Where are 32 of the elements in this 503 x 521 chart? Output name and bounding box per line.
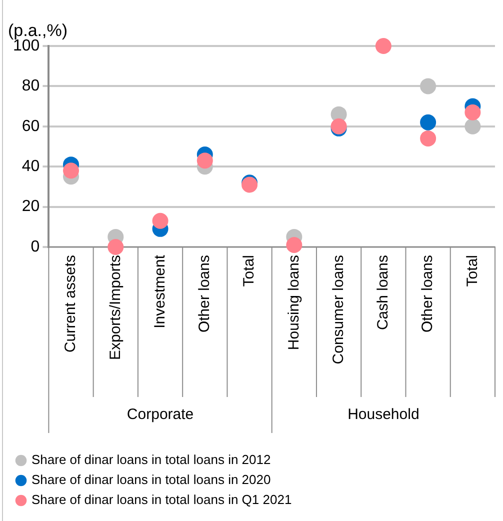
text: Corporate	[126, 406, 194, 424]
x-tick-label: Consumer loans	[330, 255, 347, 364]
point	[464, 118, 481, 134]
point	[196, 152, 213, 169]
point	[464, 104, 481, 120]
y-tick-label: 60	[22, 118, 40, 135]
x-tick-label: Cash loans	[374, 255, 392, 330]
legend-label: Share of dinar loans in total loans in 2012	[32, 452, 271, 468]
y-tick-label: 40	[22, 158, 40, 176]
x-tick-label: Current assets	[62, 255, 80, 353]
point	[420, 114, 436, 130]
y-axis-title: (p.a.,%)	[8, 21, 68, 40]
point	[108, 239, 124, 255]
y-tick-label: 0	[30, 238, 40, 256]
point	[420, 78, 436, 94]
point	[63, 162, 80, 179]
x-tick-label: Other loans	[419, 255, 436, 333]
point	[152, 212, 168, 229]
x-tick-label: Other loans	[196, 255, 214, 333]
x-tick-label: Total	[464, 255, 481, 287]
x-tick-label: Exports/Imports	[106, 255, 124, 360]
x-tick-label: Housing loans	[285, 255, 302, 350]
y-tick-label: 20	[22, 198, 40, 216]
text: Household	[348, 406, 420, 424]
point	[286, 236, 302, 253]
y-tick-label: 80	[22, 78, 40, 95]
point	[375, 38, 392, 54]
legend-label: Share of dinar loans in total loans in Q1 2021	[32, 492, 292, 508]
x-tick-label: Investment	[151, 254, 168, 328]
point	[420, 130, 436, 146]
legend-label: Share of dinar loans in total loans in 2020	[32, 472, 271, 488]
x-tick-label: Total	[240, 255, 258, 287]
